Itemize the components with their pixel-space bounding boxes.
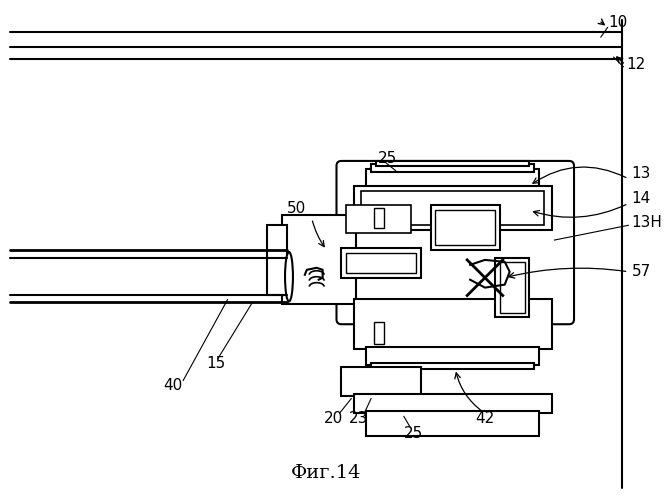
Bar bbox=[282, 216, 356, 304]
Text: 23: 23 bbox=[349, 410, 368, 426]
Ellipse shape bbox=[285, 252, 293, 302]
Text: 13: 13 bbox=[632, 166, 651, 182]
Bar bbox=[354, 300, 552, 349]
Text: 57: 57 bbox=[632, 264, 651, 280]
Text: Фиг.14: Фиг.14 bbox=[291, 464, 362, 481]
Bar bbox=[267, 226, 287, 294]
Bar bbox=[430, 206, 500, 250]
Bar bbox=[362, 190, 544, 226]
Bar bbox=[346, 206, 411, 233]
Bar bbox=[371, 164, 534, 172]
Bar bbox=[371, 363, 534, 369]
Bar bbox=[436, 210, 495, 245]
Bar bbox=[366, 347, 540, 365]
Bar bbox=[342, 248, 421, 278]
Bar bbox=[436, 324, 495, 359]
Bar bbox=[346, 253, 416, 273]
Text: 14: 14 bbox=[632, 191, 651, 206]
Bar bbox=[495, 258, 530, 318]
Text: 25: 25 bbox=[378, 152, 398, 166]
Text: 20: 20 bbox=[324, 410, 343, 426]
Bar bbox=[430, 320, 500, 364]
Bar bbox=[376, 161, 530, 166]
Bar bbox=[366, 412, 540, 436]
Text: 25: 25 bbox=[404, 426, 424, 440]
FancyBboxPatch shape bbox=[336, 161, 574, 324]
Text: 42: 42 bbox=[476, 410, 494, 426]
Bar bbox=[354, 394, 552, 413]
Bar bbox=[374, 322, 384, 344]
Text: 13H: 13H bbox=[632, 215, 662, 230]
Text: 50: 50 bbox=[287, 201, 307, 216]
Bar bbox=[366, 169, 540, 186]
Text: 15: 15 bbox=[206, 356, 225, 372]
Bar bbox=[500, 262, 524, 314]
Text: 12: 12 bbox=[626, 58, 646, 72]
Text: 10: 10 bbox=[609, 15, 628, 30]
Text: 40: 40 bbox=[163, 378, 183, 393]
Bar bbox=[354, 186, 552, 230]
Bar bbox=[374, 208, 384, 228]
Bar bbox=[342, 367, 421, 396]
